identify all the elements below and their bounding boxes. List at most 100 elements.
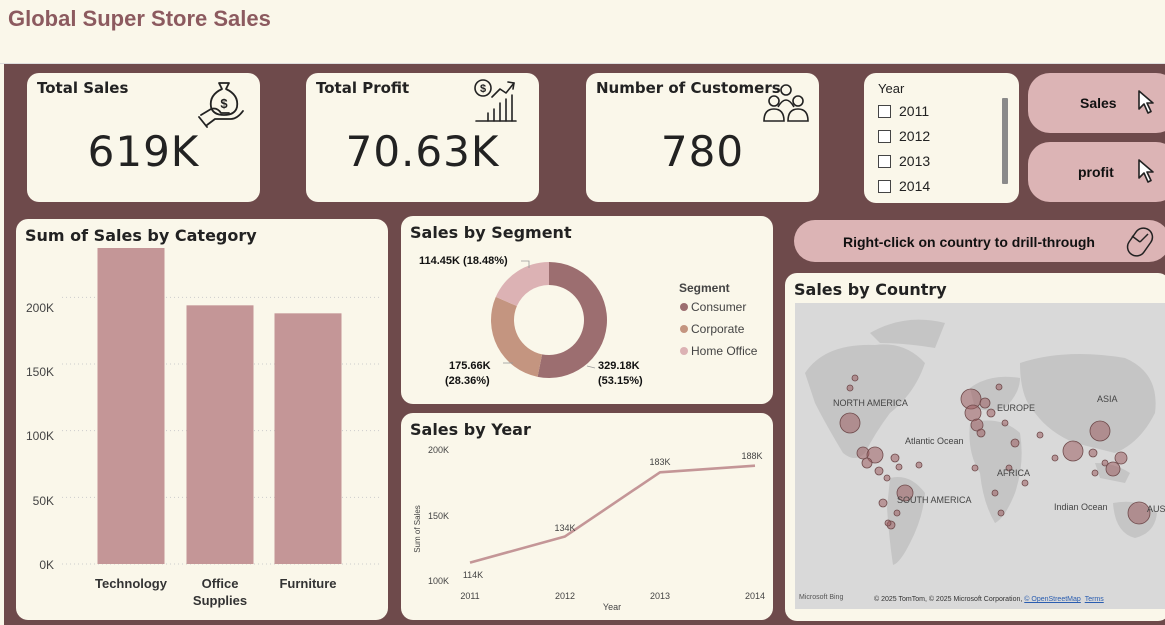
slicer-scrollbar[interactable] (1002, 98, 1008, 184)
slicer-option-2013[interactable]: 2013 (878, 152, 930, 170)
donut-slice[interactable] (491, 296, 543, 377)
y-tick-label: 100K (428, 576, 449, 586)
country-bubble[interactable] (997, 509, 1005, 517)
checkbox[interactable] (878, 129, 891, 143)
country-bubble[interactable] (979, 397, 991, 409)
panel-title: Sales by Country (794, 280, 947, 299)
slicer-option-2011[interactable]: 2011 (878, 102, 929, 120)
country-bubble[interactable] (890, 453, 900, 463)
data-label: 114.45K (18.48%) (419, 255, 508, 267)
map-visual[interactable]: NORTH AMERICA EUROPE ASIA Atlantic Ocean… (795, 303, 1165, 609)
donut-slice[interactable] (537, 262, 607, 378)
y-tick-label: 200K (428, 445, 449, 455)
country-bubble[interactable] (1001, 419, 1009, 427)
y-tick-label: 150K (26, 365, 54, 379)
category-chart-card: Sum of Sales by Category 200K 150K 100K … (16, 219, 388, 620)
map-label: SOUTH AMERICA (897, 495, 972, 505)
bar[interactable] (274, 313, 342, 564)
checkbox[interactable] (878, 104, 891, 118)
legend-item[interactable]: Home Office (691, 344, 758, 358)
country-bubble[interactable] (995, 383, 1003, 391)
country-bubble[interactable] (866, 446, 884, 464)
map-label: AUS (1147, 504, 1165, 514)
country-bubble[interactable] (971, 464, 979, 472)
x-tick-label: Furniture (279, 576, 336, 591)
terms-link[interactable]: Terms (1084, 596, 1104, 603)
country-bubble[interactable] (986, 408, 996, 418)
x-tick-label: 2012 (555, 591, 575, 601)
country-bubble[interactable] (991, 489, 999, 497)
bar[interactable] (186, 305, 254, 564)
legend-marker (680, 347, 688, 355)
data-label: 188K (741, 451, 762, 461)
country-bubble[interactable] (964, 404, 982, 422)
year-slicer: Year 2011 2012 2013 2014 (864, 73, 1019, 203)
x-axis-title: Year (603, 602, 621, 612)
page-title: Global Super Store Sales (8, 6, 271, 31)
kpi-title: Total Profit (316, 79, 410, 97)
bar[interactable] (97, 248, 165, 564)
country-bubble[interactable] (1088, 448, 1098, 458)
people-icon (763, 84, 809, 122)
kpi-card-total-sales: Total Sales 619K $ (27, 73, 260, 202)
donut-slice[interactable] (495, 262, 549, 307)
country-bubble[interactable] (846, 384, 854, 392)
country-bubble[interactable] (1036, 431, 1044, 439)
country-bubble[interactable] (1105, 461, 1121, 477)
legend-item[interactable]: Consumer (691, 300, 746, 314)
country-bubble[interactable] (970, 418, 984, 432)
country-bubble[interactable] (1005, 464, 1013, 472)
x-tick-label: Office (202, 576, 239, 591)
data-label: 329.18K (598, 360, 640, 372)
osm-link[interactable]: © OpenStreetMap (1024, 596, 1081, 603)
x-tick-label: Technology (95, 576, 168, 591)
legend-marker (680, 303, 688, 311)
slicer-option-label: 2011 (899, 103, 930, 119)
country-bubble[interactable] (1127, 501, 1151, 525)
country-bubble[interactable] (1114, 451, 1128, 465)
slicer-option-2012[interactable]: 2012 (878, 127, 930, 145)
country-bubble[interactable] (1010, 438, 1020, 448)
data-label: 134K (554, 523, 575, 533)
legend-item[interactable]: Corporate (691, 322, 745, 336)
checkbox[interactable] (878, 179, 891, 193)
y-tick-label: 0K (39, 558, 54, 572)
mouse-icon (1126, 227, 1154, 257)
kpi-value: 70.63K (345, 127, 500, 176)
country-bubble[interactable] (1101, 459, 1109, 467)
slicer-option-2014[interactable]: 2014 (878, 177, 930, 195)
data-label: 183K (649, 457, 670, 467)
drill-through-button[interactable]: Right-click on country to drill-through (794, 220, 1165, 262)
sales-page-button[interactable]: Sales (1028, 73, 1165, 133)
slicer-option-label: 2014 (899, 178, 931, 194)
country-bubble[interactable] (1021, 479, 1029, 487)
sales-line[interactable] (469, 464, 756, 564)
segment-donut-chart: 114.45K (18.48%) 175.66K (28.36%) 329.18… (419, 255, 758, 387)
country-bubble[interactable] (893, 509, 901, 517)
country-bubble[interactable] (1091, 469, 1099, 477)
country-bubble[interactable] (839, 412, 861, 434)
country-bubble[interactable] (1062, 440, 1084, 462)
country-bubble[interactable] (895, 463, 903, 471)
country-bubble[interactable] (1089, 420, 1111, 442)
country-bubble[interactable] (896, 484, 914, 502)
country-bubble[interactable] (1051, 454, 1059, 462)
profit-page-button[interactable]: profit (1028, 142, 1165, 202)
country-bubble[interactable] (874, 466, 884, 476)
y-tick-label: 150K (428, 511, 449, 521)
category-bar-chart: 200K 150K 100K 50K 0K Technology Office … (26, 248, 381, 608)
y-tick-label: 200K (26, 301, 54, 315)
country-bubble[interactable] (878, 498, 888, 508)
country-bubble[interactable] (915, 461, 923, 469)
country-bubble[interactable] (884, 519, 892, 527)
country-bubble[interactable] (883, 474, 891, 482)
country-bubble[interactable] (861, 457, 873, 469)
checkbox[interactable] (878, 154, 891, 168)
map-label: EUROPE (997, 403, 1036, 413)
data-label: (53.15%) (598, 375, 643, 387)
world-map (805, 319, 1157, 565)
country-bubble[interactable] (851, 374, 859, 382)
segment-chart-card: Sales by Segment 114.45K (18.48%) 175.66… (401, 216, 773, 404)
country-bubble[interactable] (976, 428, 986, 438)
